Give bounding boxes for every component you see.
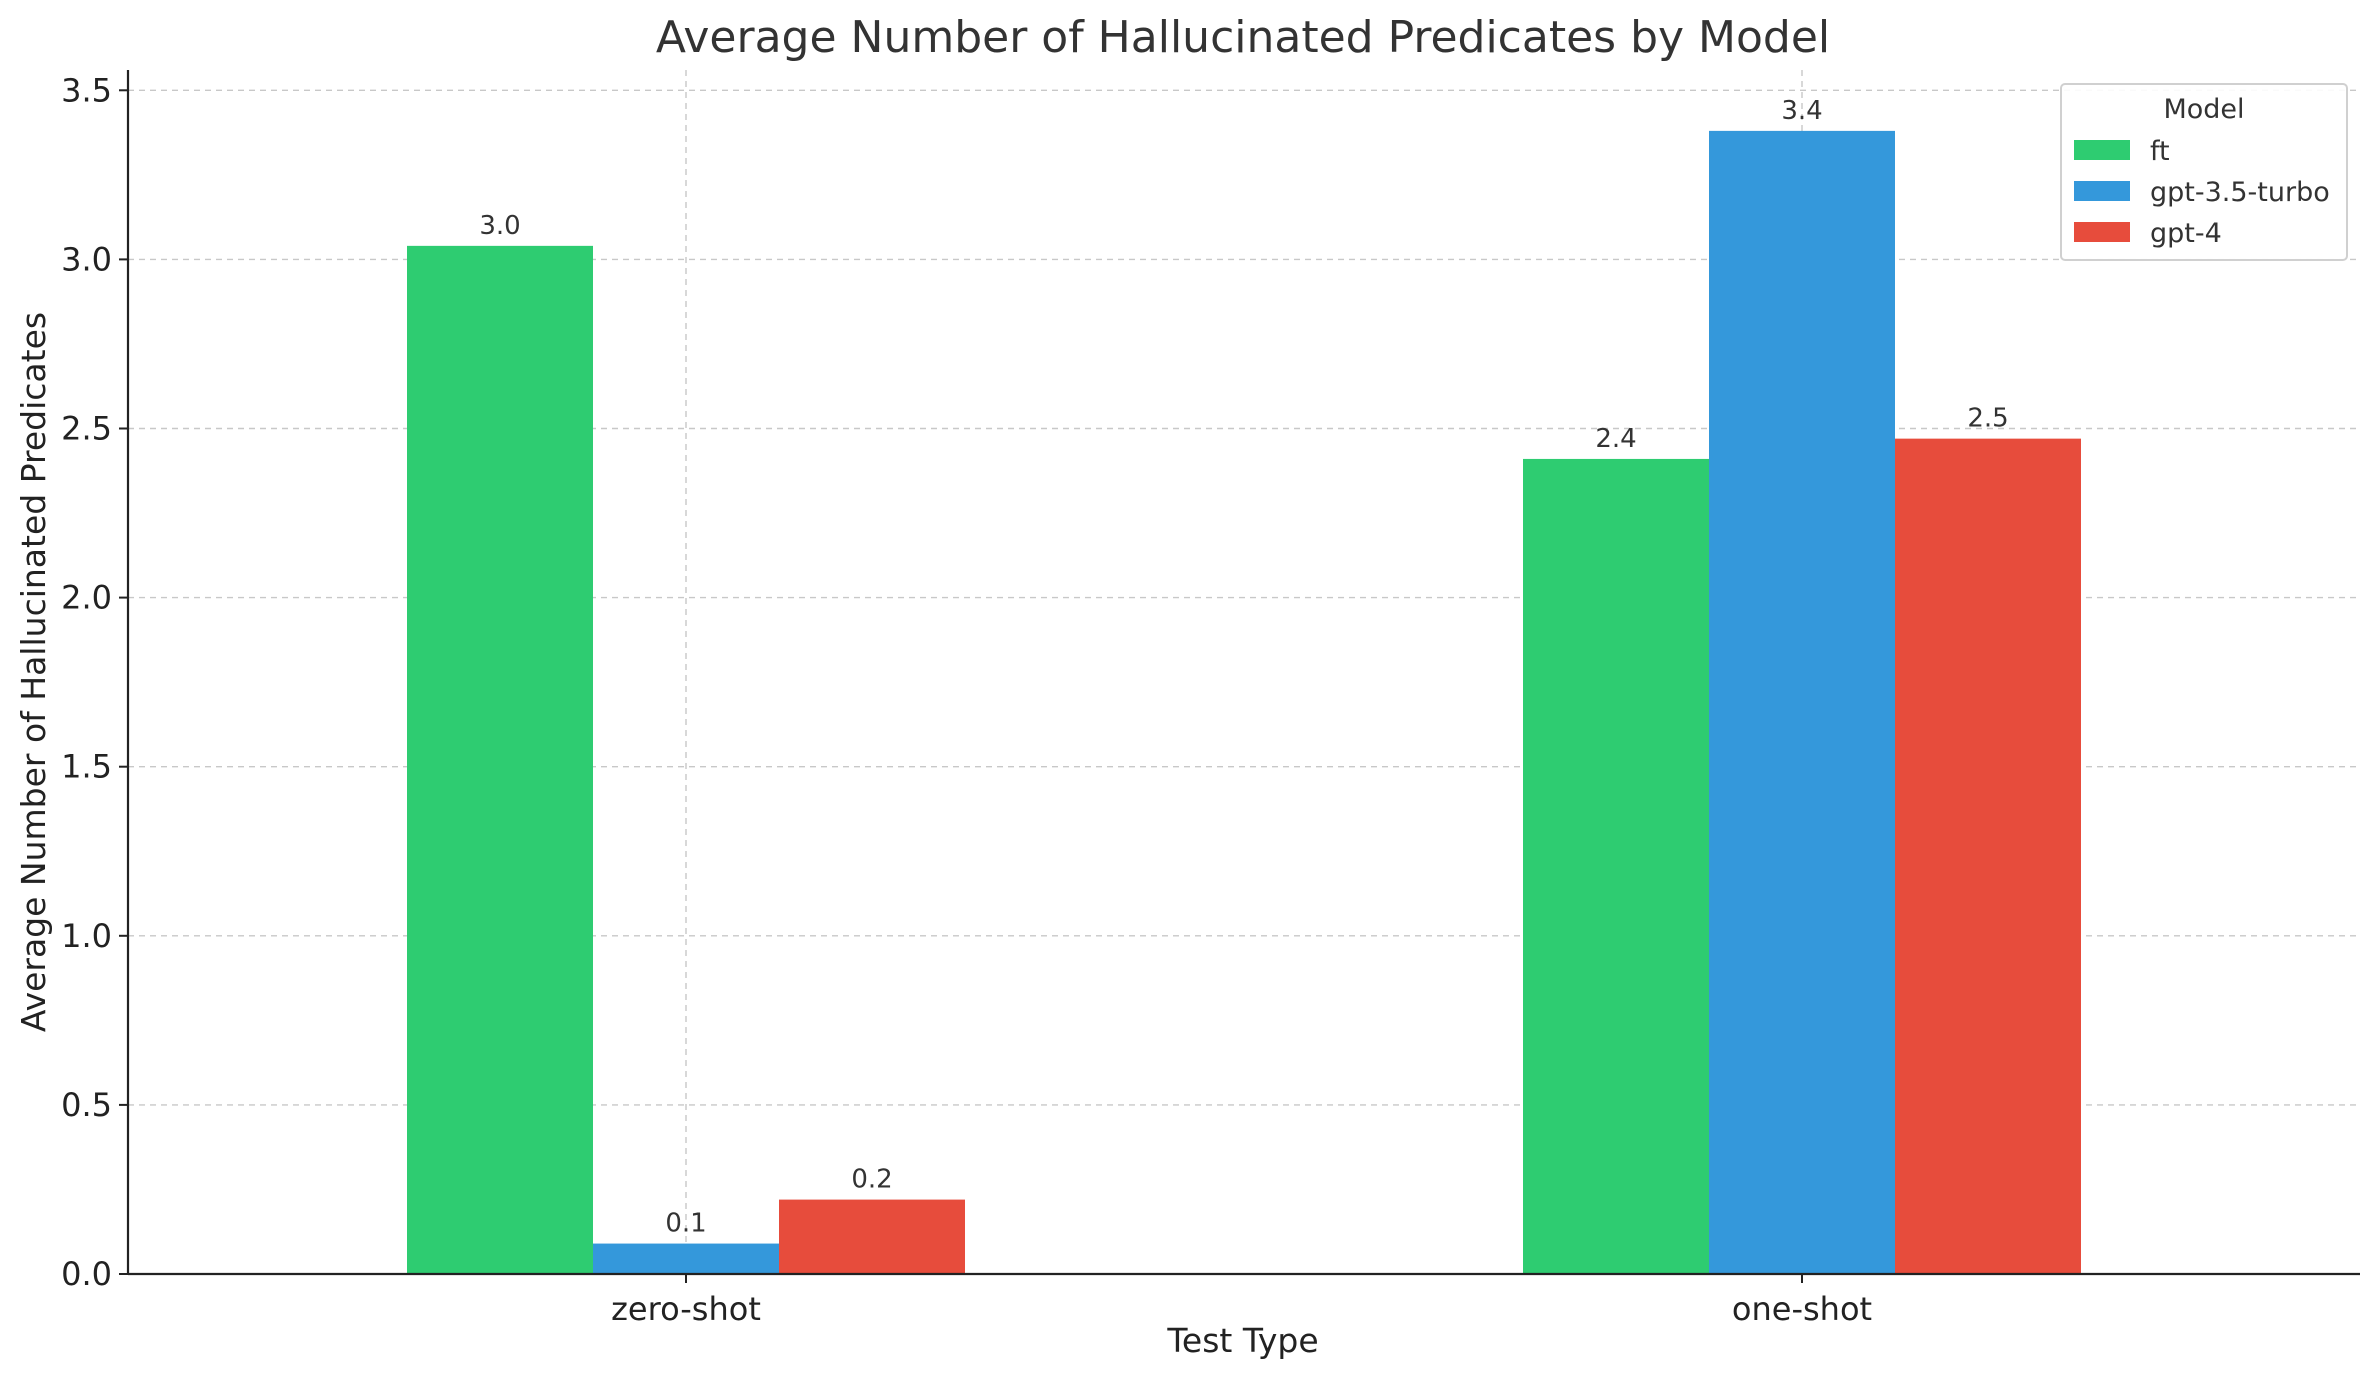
- x-axis-label: Test Type: [1166, 1321, 1318, 1360]
- bar-ft-one-shot: [1523, 458, 1709, 1274]
- data-label: 3.0: [479, 211, 520, 241]
- data-label: 3.4: [1781, 96, 1822, 126]
- y-tick-label: 0.0: [61, 1255, 112, 1293]
- x-tick-label: zero-shot: [611, 1290, 761, 1328]
- axes-layer: 0.0 0.5 1.0 1.5 2.0 2.5 3.0 3.5 zero-shot one-sho…: [61, 70, 2360, 1328]
- y-tick-label: 2.5: [61, 409, 112, 447]
- legend-frame: [2060, 83, 2348, 261]
- y-axis-label: Average Number of Hallucinated Predicate…: [14, 312, 53, 1032]
- data-label: 0.2: [851, 1165, 892, 1195]
- data-label: 0.1: [665, 1209, 706, 1239]
- legend-label: gpt-4: [2150, 218, 2222, 249]
- data-label: 2.5: [1967, 404, 2008, 434]
- bar-gpt-4-one-shot: [1895, 438, 2081, 1274]
- legend-label: gpt-3.5-turbo: [2150, 177, 2330, 208]
- y-tick-label: 0.5: [61, 1086, 112, 1124]
- x-tick-label: one-shot: [1732, 1290, 1872, 1328]
- y-tick-label: 1.0: [61, 917, 112, 955]
- y-tick-label: 2.0: [61, 579, 112, 617]
- bar-ft-zero-shot: [407, 245, 593, 1274]
- labels-layer: 3.0 2.4 0.1 3.4 0.2 2.5: [479, 96, 2008, 1239]
- legend-swatch-gpt-3.5-turbo: [2074, 181, 2130, 201]
- legend-swatch-gpt-4: [2074, 222, 2130, 242]
- legend-items: ft gpt-3.5-turbo gpt-4: [2074, 136, 2330, 249]
- data-label: 2.4: [1595, 424, 1636, 454]
- y-tick-label: 3.5: [61, 71, 112, 109]
- bar-gpt-3.5-turbo-one-shot: [1709, 130, 1895, 1274]
- chart-title: Average Number of Hallucinated Predicate…: [656, 12, 1830, 63]
- bar-gpt-3.5-turbo-zero-shot: [593, 1243, 779, 1274]
- bars-layer: [407, 130, 2081, 1274]
- y-tick-label: 3.0: [61, 240, 112, 278]
- bar-gpt-4-zero-shot: [779, 1199, 965, 1274]
- legend-swatch-ft: [2074, 140, 2130, 160]
- legend-label: ft: [2150, 136, 2170, 167]
- y-tick-label: 1.5: [61, 748, 112, 786]
- legend: Model ft gpt-3.5-turbo gpt-4: [2060, 83, 2348, 261]
- legend-title: Model: [2163, 94, 2244, 125]
